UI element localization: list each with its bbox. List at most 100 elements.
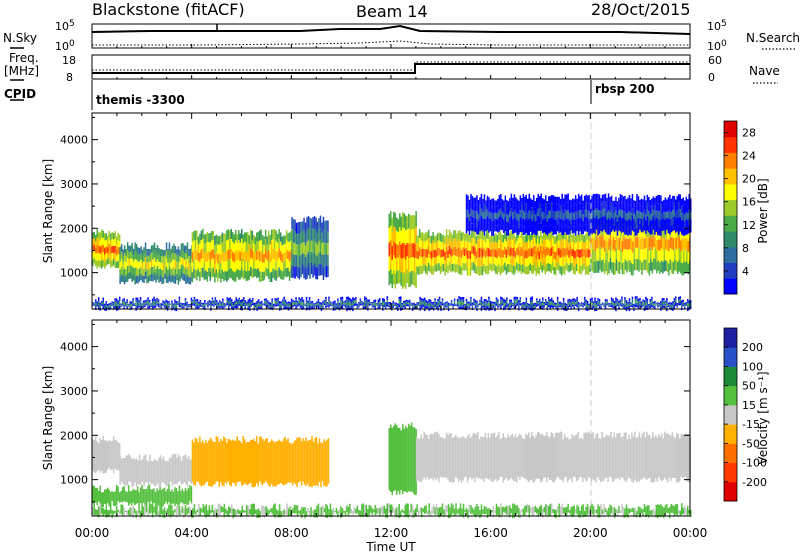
power-cell <box>687 263 689 275</box>
power-cell <box>259 307 261 310</box>
power-cell <box>597 249 600 261</box>
power-cell <box>647 236 649 249</box>
power-cell <box>107 307 109 309</box>
power-cell <box>477 304 480 305</box>
power-cell <box>310 304 312 306</box>
velocity-cell <box>245 442 247 485</box>
power-cell <box>449 303 451 304</box>
power-cell <box>147 306 149 309</box>
power-ylabel: Slant Range [km] <box>41 159 55 263</box>
power-cell <box>559 305 562 307</box>
power-cell <box>272 229 274 240</box>
power-cell <box>185 268 187 277</box>
power-cell <box>500 208 502 216</box>
power-cell <box>535 251 537 260</box>
power-cell <box>543 247 545 255</box>
power-cell <box>518 302 520 305</box>
power-cell <box>423 256 425 264</box>
velocity-cell <box>466 435 469 483</box>
power-cell <box>637 196 640 204</box>
power-cell <box>365 297 368 300</box>
power-cell <box>534 304 536 306</box>
power-cell <box>129 245 132 253</box>
power-cell <box>470 194 472 202</box>
power-cell <box>280 303 282 305</box>
power-cell <box>601 303 604 304</box>
power-cell <box>494 200 496 207</box>
power-cell <box>559 233 561 242</box>
power-cell <box>497 302 499 305</box>
power-cell <box>306 229 308 242</box>
power-cell <box>485 225 487 232</box>
power-cell <box>135 297 137 301</box>
power-cell <box>519 300 522 303</box>
power-cell <box>272 306 275 308</box>
power-cell <box>488 204 490 212</box>
power-cell <box>565 255 567 263</box>
power-cell <box>525 210 527 218</box>
power-cell <box>423 300 426 303</box>
power-cell <box>656 239 658 251</box>
power-cell <box>400 305 402 308</box>
power-cell <box>631 216 634 224</box>
power-cell <box>177 261 180 270</box>
power-cell <box>531 256 533 265</box>
power-cell <box>119 276 121 285</box>
power-cell <box>477 231 479 240</box>
power-cell <box>144 264 147 272</box>
power-cell <box>341 306 344 309</box>
power-cell <box>147 262 150 270</box>
power-cell <box>349 302 351 306</box>
power-cell <box>631 201 634 209</box>
power-cell <box>666 298 668 301</box>
power-cell <box>108 250 110 258</box>
power-cell <box>274 303 276 305</box>
power-cell <box>417 304 420 305</box>
power-cell <box>198 306 200 309</box>
power-cell <box>515 211 517 219</box>
power-cell <box>371 303 374 305</box>
power-cell <box>389 302 391 304</box>
power-cell <box>635 259 637 271</box>
power-cell <box>660 308 662 311</box>
power-cell <box>501 250 503 258</box>
power-cell <box>586 305 589 307</box>
power-cell <box>186 266 189 275</box>
power-cell <box>688 300 690 303</box>
power-cell <box>513 296 516 300</box>
power-cell <box>226 271 228 282</box>
power-cell <box>391 302 393 305</box>
power-cell <box>519 249 521 257</box>
power-cell <box>549 256 551 264</box>
freq-panel: Freq. [MHz] 18 8 60 0 Nave <box>4 51 780 84</box>
power-cell <box>380 304 382 305</box>
power-cell <box>447 258 449 266</box>
power-cell <box>616 304 619 306</box>
power-cell <box>420 249 422 258</box>
power-cell <box>259 303 261 305</box>
power-cell <box>140 266 142 274</box>
power-cell <box>622 217 625 225</box>
power-cell <box>286 302 288 304</box>
power-cell <box>649 304 652 307</box>
power-cell <box>601 302 604 303</box>
power-cell <box>447 306 450 308</box>
power-cell <box>581 249 584 257</box>
power-cell <box>275 301 278 304</box>
power-cell <box>289 307 291 310</box>
power-cell <box>356 305 359 307</box>
power-cell <box>217 244 219 255</box>
power-cell <box>182 243 184 251</box>
power-cell <box>175 301 178 304</box>
power-cell <box>206 232 209 242</box>
power-cell <box>462 231 464 240</box>
power-cell <box>536 205 538 213</box>
power-cell <box>638 260 640 272</box>
power-cell <box>246 301 248 303</box>
power-cell <box>518 300 520 303</box>
power-cell <box>591 218 593 227</box>
power-cell <box>675 226 677 233</box>
power-cell <box>498 217 501 225</box>
power-cell <box>658 219 661 228</box>
power-cell <box>450 300 453 302</box>
